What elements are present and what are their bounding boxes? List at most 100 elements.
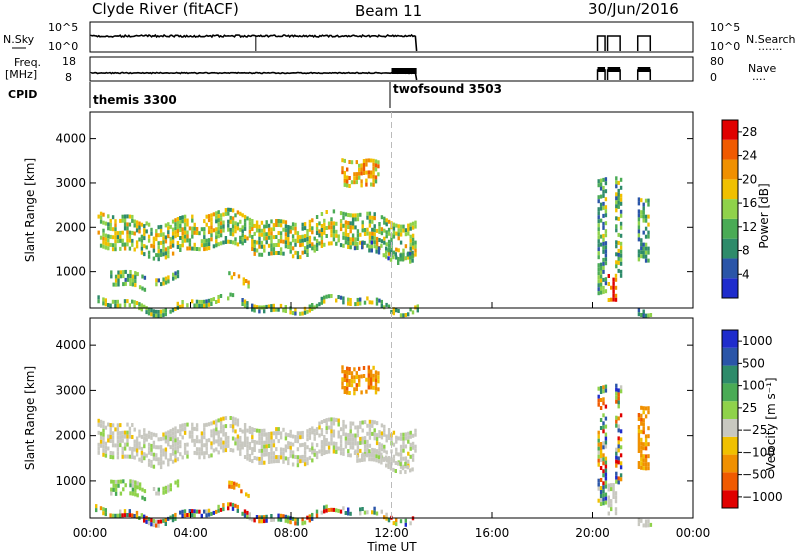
data-cell [128,214,132,219]
data-cell [647,222,650,227]
data-cell [245,279,248,283]
data-cell [248,221,252,226]
data-cell [409,468,412,473]
x-axis-ticks: 00:00 04:00 08:00 12:00 16:00 20:00 00:00 [73,112,710,540]
data-cell [140,458,144,463]
data-cell [111,435,115,440]
data-cell [152,236,156,241]
data-cell [330,233,333,238]
data-cell [615,184,618,189]
data-cell [353,367,356,372]
data-cell [198,231,201,236]
data-cell [409,251,412,256]
data-cell [164,235,168,240]
data-cell [270,219,273,224]
data-cell [227,439,230,444]
data-cell [370,453,373,458]
data-cell [141,274,144,279]
data-cell [258,428,261,433]
data-cell [604,432,608,437]
data-cell [207,508,211,513]
data-cell [210,453,213,458]
data-cell [353,391,356,396]
data-cell [349,229,352,234]
data-cell [253,231,256,236]
data-cell [109,222,112,227]
data-cell [619,465,623,470]
data-cell [272,223,276,228]
data-cell [640,250,643,255]
data-cell [341,365,344,370]
data-cell [361,440,364,445]
data-cell [367,174,370,179]
data-cell [135,224,139,229]
data-cell [109,303,112,308]
data-cell [282,455,285,460]
data-cell [219,213,223,218]
data-cell [126,513,129,517]
data-cell [395,518,398,523]
data-cell [599,270,603,275]
data-cell [227,227,230,232]
data-cell [409,238,412,243]
data-cell [219,294,223,298]
data-cell [619,473,623,478]
data-cell [217,226,220,231]
data-cell [306,245,309,249]
data-cell [243,214,247,219]
data-cell [152,244,156,249]
data-cell [308,239,312,244]
data-cell [227,506,230,511]
data-cell [647,234,650,239]
data-cell [109,423,112,427]
data-cell [121,454,124,459]
data-cell [363,453,366,458]
data-cell [171,439,175,444]
data-cell [367,381,370,386]
data-cell [210,511,213,516]
data-cell [399,253,402,258]
data-cell [373,244,376,249]
data-cell [349,421,352,426]
data-cell [265,232,268,237]
data-cell [642,430,645,435]
data-cell [599,218,603,223]
data-cell [649,522,653,527]
data-cell [277,459,280,464]
data-cell [306,445,309,450]
data-cell [374,374,378,379]
data-cell [145,245,148,250]
colorbar-tick-label: 1000 [742,334,773,348]
data-cell [164,485,168,490]
data-cell [378,442,381,447]
data-cell [602,413,605,418]
data-cell [602,221,605,226]
data-cell [610,297,613,302]
data-cell [116,455,120,460]
data-cell [311,430,314,435]
data-cell [222,440,225,445]
data-cell [107,422,110,427]
data-cell [140,242,144,247]
data-cell [351,441,355,446]
data-cell [604,496,608,501]
data-cell [229,448,232,452]
data-cell [258,232,261,237]
data-cell [183,218,187,223]
data-cell [255,240,259,245]
data-cell [612,487,615,491]
data-cell [359,440,362,445]
data-cell [176,441,180,446]
data-cell [231,424,235,429]
data-cell [335,449,338,454]
data-cell [239,227,242,232]
data-cell [347,441,350,446]
data-cell [253,247,256,252]
data-cell [133,447,136,452]
data-cell [289,433,292,438]
data-cell [150,447,153,452]
data-cell [347,241,350,245]
data-cell [604,416,608,421]
data-cell [131,299,134,304]
data-cell [167,438,170,443]
